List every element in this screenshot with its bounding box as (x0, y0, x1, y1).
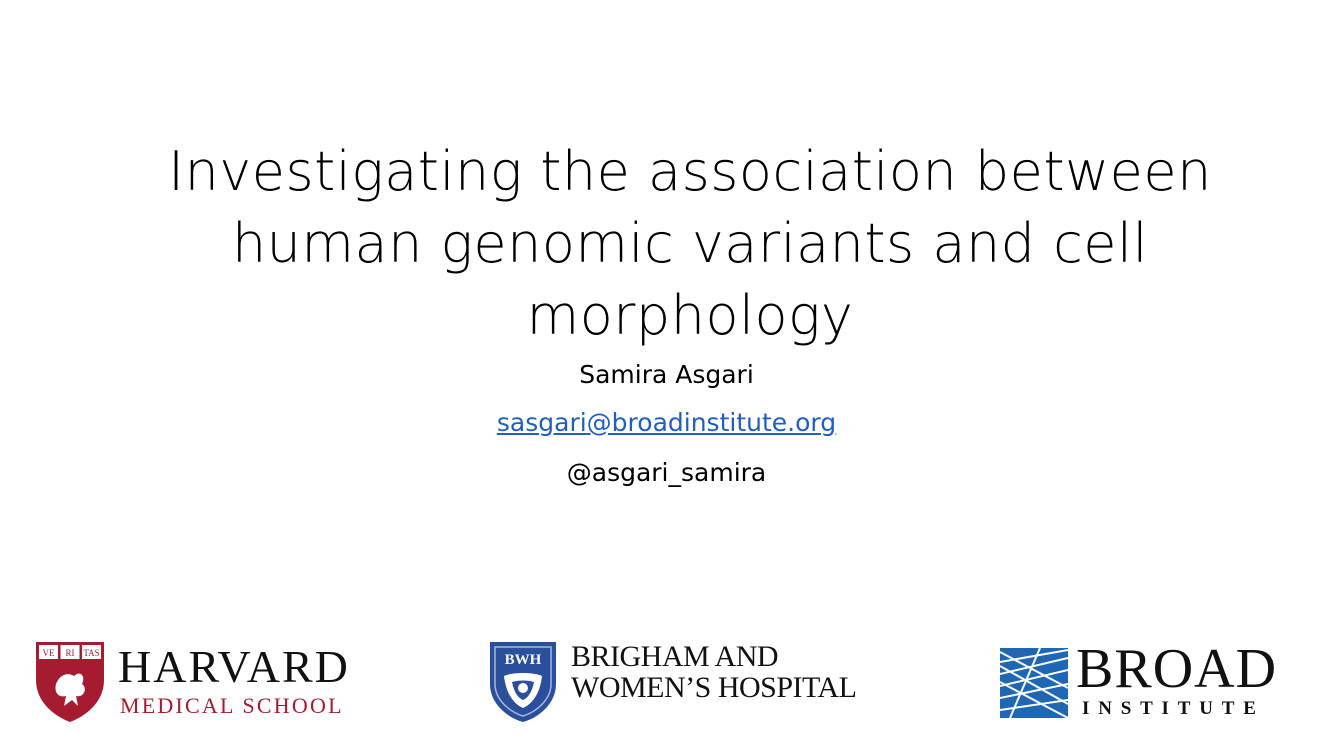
harvard-shield-icon: VE RI TAS (36, 642, 104, 722)
author-email-link[interactable]: sasgari@broadinstitute.org (496, 408, 837, 437)
bwh-name-line1: BRIGHAM AND (571, 640, 779, 673)
harvard-sub: MEDICAL SCHOOL (120, 693, 344, 718)
title-line: human genomic variants and cell (231, 212, 1149, 275)
bwh-logo: BWH BRIGHAM AND WOMEN’S HOSPITAL (488, 640, 898, 724)
broad-sub: INSTITUTE (1082, 698, 1265, 719)
shield-text: BWH (505, 652, 542, 668)
slide-title: Investigating the association between hu… (140, 136, 1240, 352)
broad-mark-icon (1000, 648, 1068, 718)
bwh-name-line2: WOMEN’S HOSPITAL (571, 671, 857, 704)
harvard-medical-school-logo: VE RI TAS HARVARD MEDICAL SCHOOL (34, 640, 374, 724)
author-name: Samira Asgari (579, 360, 754, 389)
shield-text: TAS (83, 648, 99, 658)
harvard-name: HARVARD (118, 641, 350, 692)
shield-text: VE (43, 648, 55, 658)
broad-name: BROAD (1076, 638, 1278, 700)
title-line: morphology (526, 284, 854, 347)
author-twitter-handle: @asgari_samira (566, 458, 767, 487)
bwh-shield-icon: BWH (490, 642, 556, 722)
shield-text: RI (66, 648, 75, 658)
title-line: Investigating the association between (168, 140, 1212, 203)
broad-institute-logo: BROAD INSTITUTE (1000, 641, 1300, 723)
